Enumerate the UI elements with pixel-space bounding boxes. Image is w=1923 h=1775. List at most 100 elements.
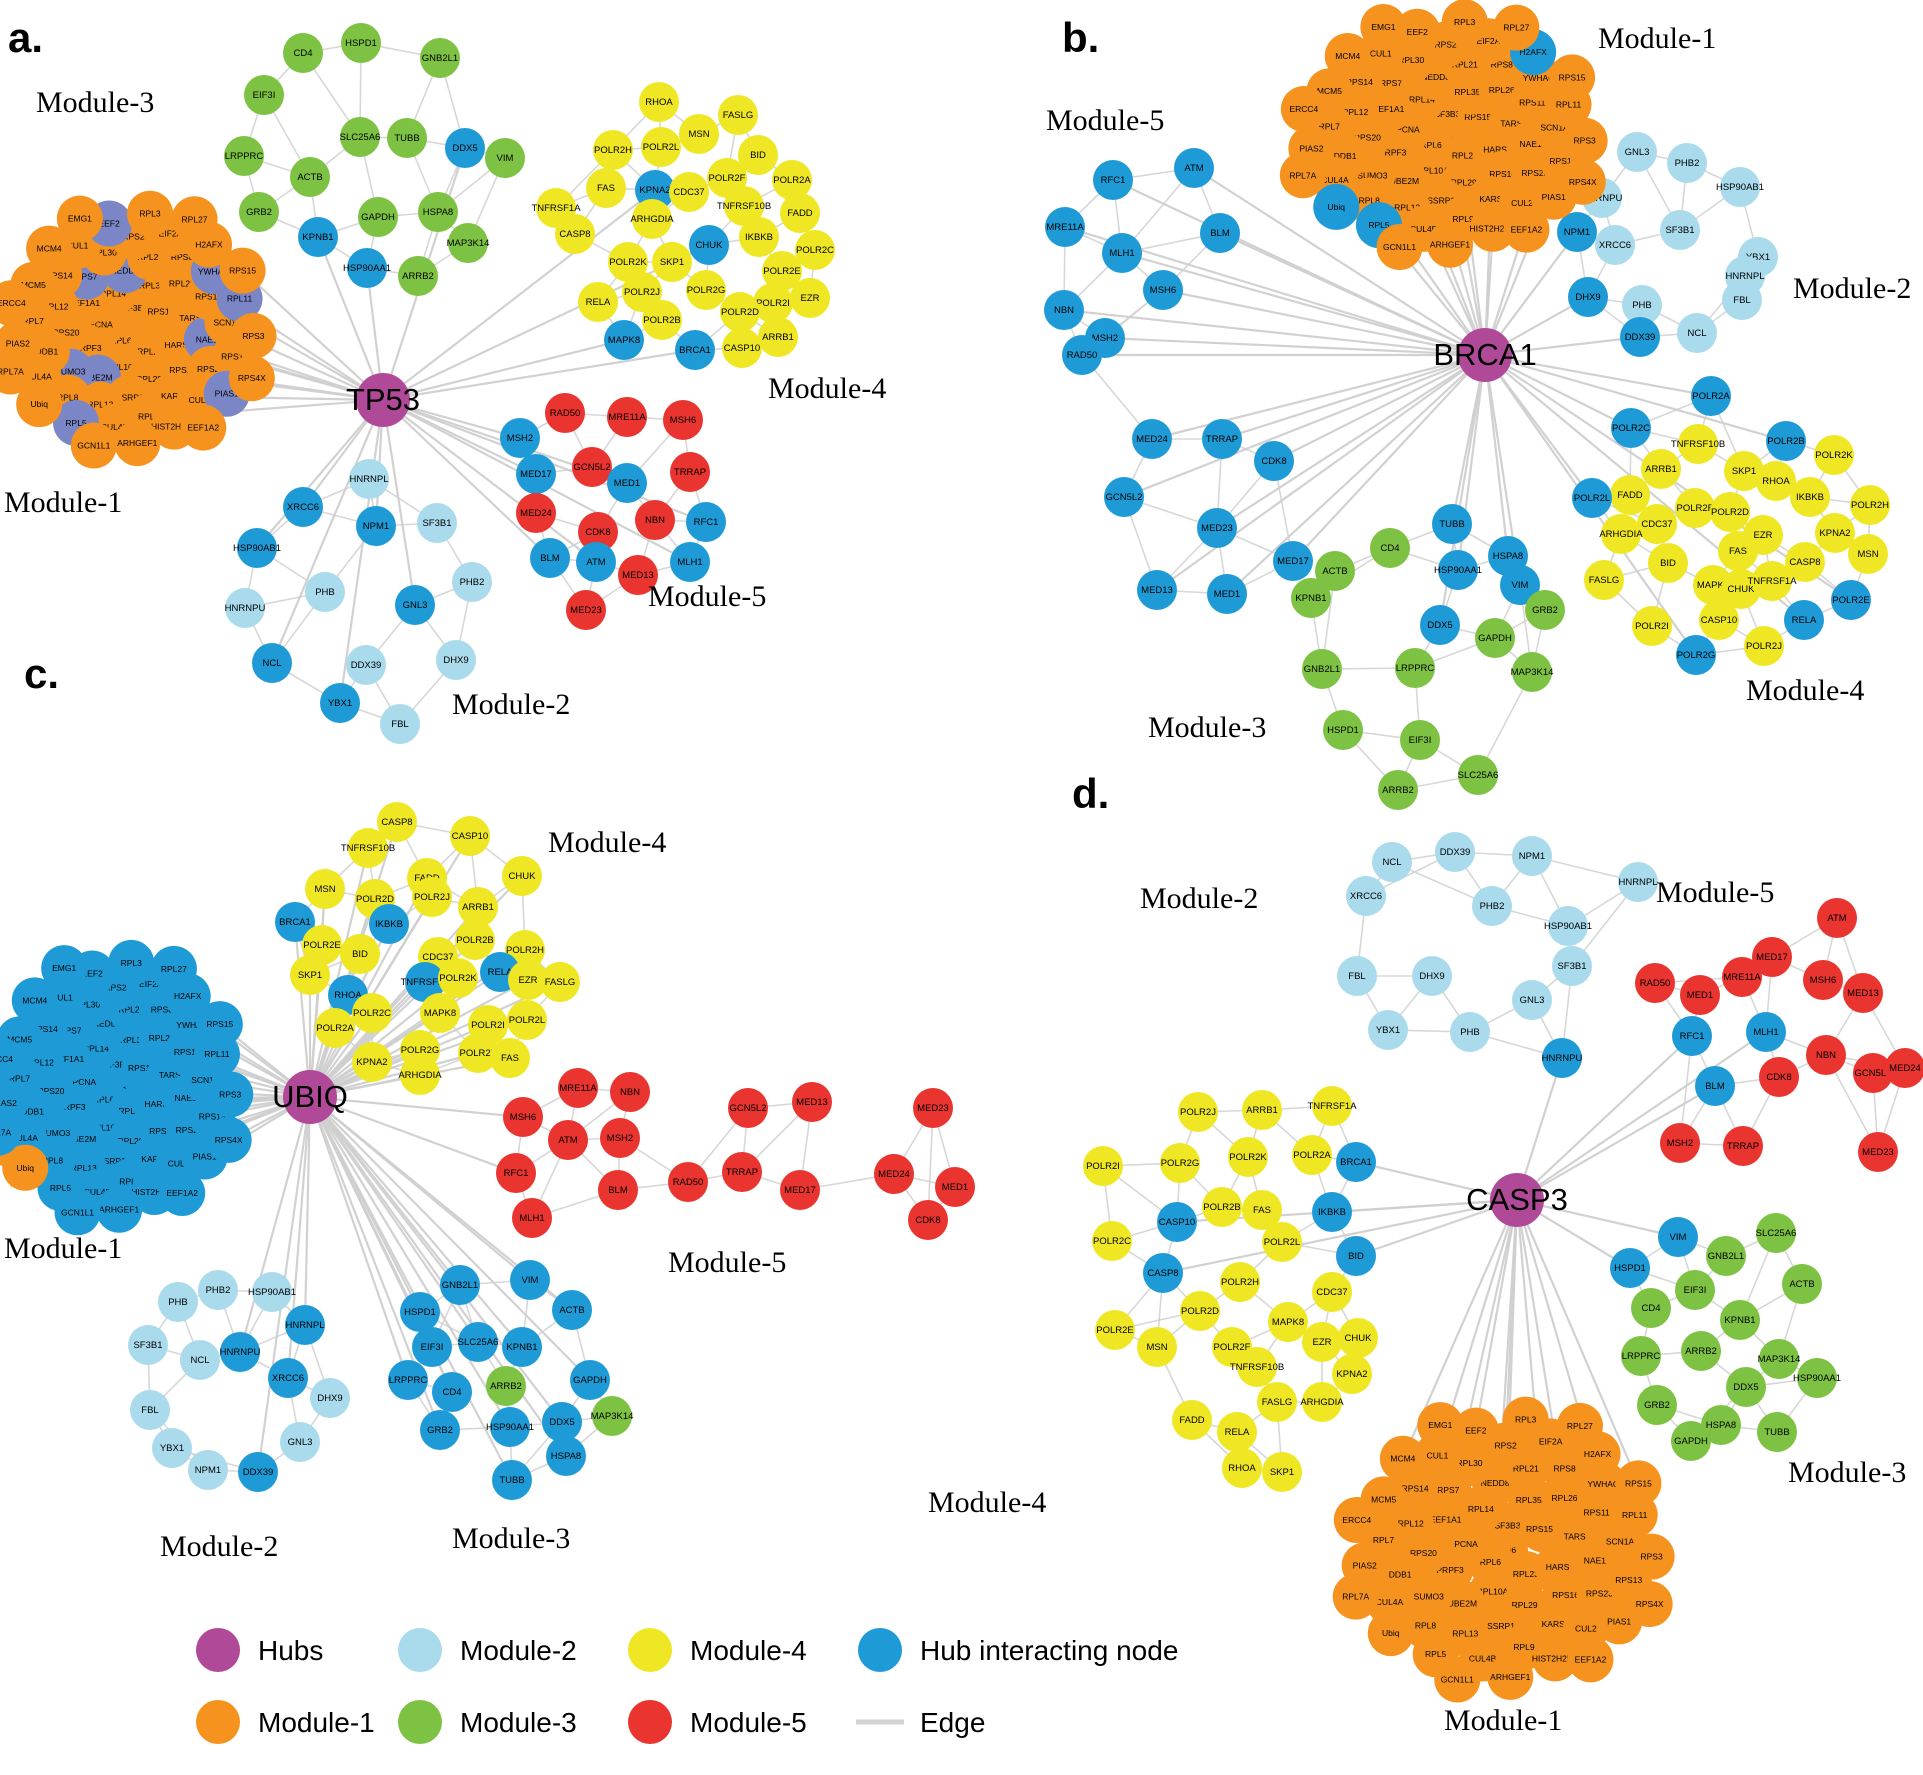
node-POLR2L: POLR2L [1262,1222,1302,1262]
node-GCN1L1: GCN1L1 [54,1189,101,1236]
label-d-module-3: Module-3 [1788,1456,1906,1489]
node-label-GNL3: GNL3 [288,1437,313,1448]
node-circle-RPL27 [1556,1402,1603,1449]
hub-edge [1273,354,1486,462]
node-circle-MED13 [1843,973,1883,1013]
node-label-MSH2: MSH2 [607,1133,633,1144]
node-TNFRSF10B: TNFRSF10B [341,828,395,868]
node-label-MED24: MED24 [878,1169,910,1180]
node-label-MCM5: MCM5 [1317,86,1342,96]
node-DHX9: DHX9 [310,1378,350,1418]
node-label-MED24: MED24 [1136,434,1168,445]
node-label-HSP90AA1: HSP90AA1 [343,263,391,274]
node-label-CASP10: CASP10 [452,831,488,842]
node-HSPD1: HSPD1 [1610,1248,1650,1288]
hub-edge [1355,1160,1518,1202]
node-circle-EEF1A2 [1503,206,1550,253]
node-circle-MSN [1848,534,1888,574]
node-SLC25A6: SLC25A6 [458,1322,498,1362]
node-SF3B1: SF3B1 [1660,210,1700,250]
node-FASLG: FASLG [1257,1382,1297,1422]
node-circle-ARRB2 [398,256,438,296]
node-HSPA8: HSPA8 [546,1436,586,1476]
node-label-DDB1: DDB1 [21,1106,44,1116]
label-a-module-3: Module-3 [36,86,154,119]
node-circle-RPL3 [1441,0,1488,46]
node-label-PIAS1: PIAS1 [1542,192,1566,202]
node-circle-ARHGDIA [1601,514,1641,554]
node-BRCA1: BRCA1 [675,330,715,370]
node-label-POLR2D: POLR2D [1181,1306,1219,1317]
node-label-MRE11A: MRE11A [559,1083,597,1094]
node-label-POLR2H: POLR2H [506,945,544,956]
node-circle-PHB [1450,1012,1490,1052]
node-circle-POLR2C [1092,1221,1132,1261]
label-d-module-5: Module-5 [1656,876,1774,909]
node-label-MCM5: MCM5 [1371,1494,1396,1504]
node-label-ARHGEF1: ARHGEF1 [1490,1672,1530,1682]
node-FADD: FADD [780,193,820,233]
node-label-EMG1: EMG1 [1428,1420,1452,1430]
node-circle-MRE11A [1722,957,1762,997]
node-label-GCN1L1: GCN1L1 [77,441,110,451]
node-MSN: MSN [305,869,345,909]
node-RPL27: RPL27 [1556,1402,1603,1449]
node-label-EIF2A: EIF2A [1477,36,1501,46]
node-label-RPL9: RPL9 [1513,1642,1535,1652]
legend-item-edge: Edge [856,1707,985,1738]
node-circle-FBL [130,1390,170,1430]
node-label-POLR2F: POLR2F [1677,503,1714,514]
node-NCL: NCL [1677,313,1717,353]
node-Ubiq: Ubiq [1313,183,1360,230]
node-label-GNL3: GNL3 [403,600,428,611]
node-label-EZR: EZR [1313,1337,1332,1348]
hub-edge [1193,167,1486,356]
node-label-TUBB: TUBB [394,133,419,144]
node-circle-RFC1 [1672,1016,1712,1056]
node-circle-ARHGEF1 [114,420,161,467]
node-EIF3I: EIF3I [412,1327,452,1367]
node-label-RPL30: RPL30 [1398,55,1424,65]
node-circle-CASP8 [1785,542,1825,582]
node-circle-HSP90AB1 [1720,167,1760,207]
panel-c-module-2: PHB2 HSP90AB1 PHB HNRNPL SF3B1 NCL HNRNPU XRCC6… [128,1270,350,1492]
node-KPNB1: KPNB1 [502,1327,542,1367]
node-Ubiq: Ubiq [2,1144,49,1191]
node-label-NPM1: NPM1 [363,521,389,532]
node-EZR: EZR [1302,1322,1342,1362]
node-RPS4X: RPS4X [205,1116,252,1163]
node-label-RPS7: RPS7 [1437,1485,1459,1495]
node-circle-VIM [1500,565,1540,605]
node-label-CASP10: CASP10 [724,343,760,354]
node-circle-FBL [1337,956,1377,996]
node-circle-DDX5 [445,128,485,168]
node-GNB2L1: GNB2L1 [420,38,460,78]
node-circle-YBX1 [152,1428,192,1468]
node-label-EIF3I: EIF3I [421,1342,444,1353]
node-label-RPL11: RPL11 [227,294,253,304]
node-label-SUMO3: SUMO3 [1414,1592,1445,1602]
node-label-MSH2: MSH2 [1092,333,1118,344]
node-label-GRB2: GRB2 [1532,605,1558,616]
node-RPS3: RPS3 [1561,117,1608,164]
node-NCL: NCL [252,643,292,683]
node-ARRB2: ARRB2 [1378,770,1418,810]
node-circle-PHB [1622,285,1662,325]
node-label-CUL2: CUL2 [1511,198,1533,208]
node-label-POLR2K: POLR2K [439,973,477,984]
node-circle-HSPD1 [1323,710,1363,750]
node-label-EIF2A: EIF2A [1539,1437,1563,1447]
node-label-HNRNPL: HNRNPL [285,1320,324,1331]
node-label-RPL35A: RPL35A [1454,87,1486,97]
node-label-HNRNPU: HNRNPU [1542,1053,1583,1064]
node-PHB2: PHB2 [1472,886,1512,926]
node-label-RPL8: RPL8 [42,1156,64,1166]
legend-label: Module-3 [460,1707,577,1738]
node-circle-MRE11A [1045,207,1085,247]
node-label-RFC1: RFC1 [1101,175,1126,186]
node-label-TNFRSF10B: TNFRSF10B [1671,439,1725,450]
node-label-SKP1: SKP1 [660,257,684,268]
node-SF3B1: SF3B1 [1552,946,1592,986]
node-RPS4X: RPS4X [1626,1581,1673,1628]
node-label-ACTB: ACTB [297,172,322,183]
